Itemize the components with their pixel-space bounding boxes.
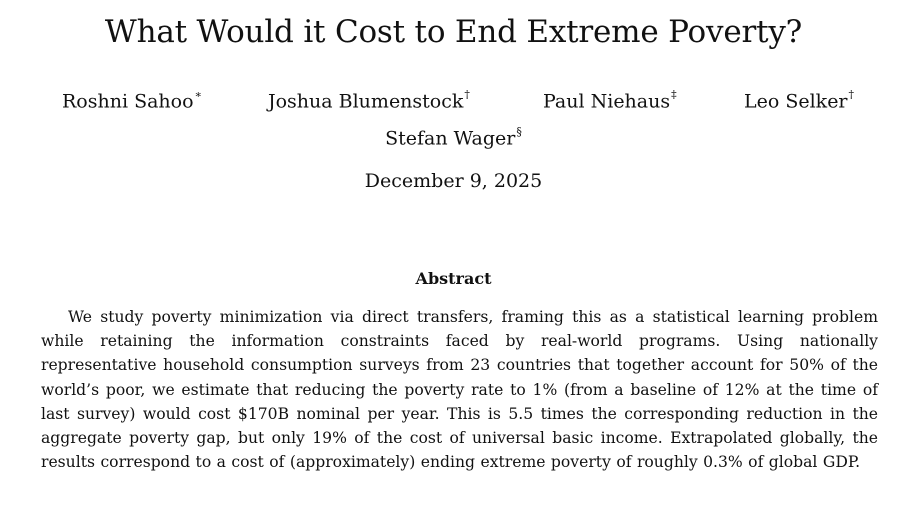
author-name: Stefan Wager	[385, 127, 516, 150]
abstract-text: We study poverty minimization via direct…	[41, 308, 878, 472]
paper-title: What Would it Cost to End Extreme Povert…	[104, 14, 803, 50]
author-name: Joshua Blumenstock	[268, 90, 464, 113]
author-blumenstock: Joshua Blumenstock†	[268, 84, 470, 114]
affiliation-mark: ‡	[671, 88, 677, 101]
author-wager: Stefan Wager§	[0, 121, 907, 151]
author-name: Roshni Sahoo	[62, 90, 194, 113]
affiliation-mark: †	[848, 88, 855, 101]
affiliation-mark: §	[516, 125, 522, 138]
affiliation-mark: ∗	[194, 88, 203, 101]
author-niehaus: Paul Niehaus‡	[543, 84, 677, 114]
author-name: Paul Niehaus	[543, 90, 671, 113]
author-selker: Leo Selker†	[744, 84, 854, 114]
abstract-heading: Abstract	[415, 269, 492, 288]
publication-date: December 9, 2025	[364, 170, 543, 192]
affiliation-mark: †	[464, 88, 470, 101]
author-sahoo: Roshni Sahoo∗	[62, 84, 202, 114]
author-name: Leo Selker	[744, 90, 848, 113]
